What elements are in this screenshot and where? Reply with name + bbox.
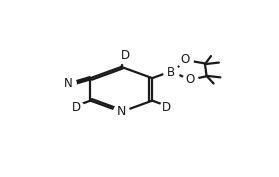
Text: B: B (167, 65, 175, 79)
Text: D: D (121, 49, 130, 62)
Text: N: N (117, 105, 126, 118)
Text: O: O (180, 53, 189, 66)
Text: N: N (64, 77, 72, 90)
Text: D: D (72, 101, 81, 114)
Text: D: D (162, 101, 171, 114)
Text: O: O (186, 73, 195, 86)
